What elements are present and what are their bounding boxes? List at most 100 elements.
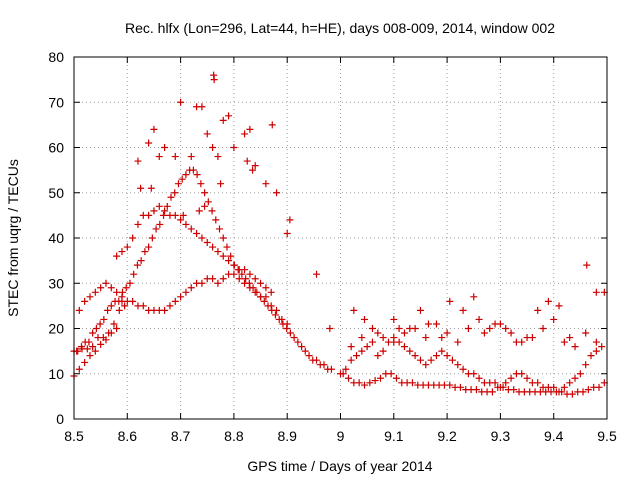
data-point: [89, 329, 97, 337]
data-point: [459, 306, 467, 314]
data-point: [74, 347, 82, 355]
data-point: [107, 302, 115, 310]
data-point: [122, 284, 130, 292]
data-point: [166, 302, 174, 310]
data-point: [347, 343, 355, 351]
data-point: [339, 370, 347, 378]
data-point: [177, 98, 185, 106]
data-point: [376, 374, 384, 382]
data-point: [283, 320, 291, 328]
data-point: [139, 302, 147, 310]
data-point: [89, 343, 97, 351]
data-point: [113, 252, 121, 260]
data-point: [491, 379, 499, 387]
x-tick-label: 8.9: [277, 428, 297, 444]
data-point: [454, 361, 462, 369]
data-point: [251, 275, 259, 283]
data-point: [241, 279, 249, 287]
data-point: [298, 343, 306, 351]
data-point: [155, 202, 163, 210]
data-point: [203, 130, 211, 138]
data-point: [198, 279, 206, 287]
data-point: [470, 293, 478, 301]
data-point: [225, 112, 233, 120]
data-point: [374, 329, 382, 337]
data-point: [179, 211, 187, 219]
data-point: [214, 279, 222, 287]
data-point: [171, 211, 179, 219]
data-point: [475, 315, 483, 323]
data-point: [251, 162, 259, 170]
data-point: [230, 270, 238, 278]
data-point: [432, 320, 440, 328]
data-point: [358, 347, 366, 355]
x-tick-label: 8.8: [224, 428, 244, 444]
data-point: [161, 207, 169, 215]
data-point: [129, 297, 137, 305]
data-point: [187, 153, 195, 161]
data-point: [555, 302, 563, 310]
data-point: [438, 334, 446, 342]
data-point: [96, 320, 104, 328]
data-point: [160, 211, 168, 219]
data-point: [539, 325, 547, 332]
data-point: [182, 288, 190, 296]
data-point: [262, 180, 270, 188]
data-point: [355, 379, 363, 387]
data-point: [507, 374, 515, 382]
data-point: [189, 166, 197, 174]
data-point: [486, 325, 494, 332]
data-point: [219, 116, 227, 124]
data-point: [416, 306, 424, 314]
data-point: [257, 279, 265, 287]
data-point: [374, 352, 382, 360]
data-point: [327, 365, 335, 373]
x-tick-label: 9.3: [491, 428, 511, 444]
data-point: [209, 275, 217, 283]
data-point: [387, 370, 395, 378]
data-point: [251, 288, 259, 296]
data-point: [592, 347, 600, 355]
data-point: [313, 356, 321, 364]
data-point: [129, 234, 137, 242]
data-point: [178, 175, 186, 183]
data-point: [150, 125, 158, 133]
data-point: [134, 157, 142, 165]
y-axis-label: STEC from uqrg / TECUs: [5, 159, 21, 317]
data-point: [134, 220, 142, 228]
data-point: [598, 343, 606, 351]
data-point: [544, 297, 552, 305]
data-point: [400, 329, 408, 337]
data-point: [278, 315, 286, 323]
x-tick-label: 8.7: [171, 428, 191, 444]
data-point: [432, 352, 440, 360]
data-points: [70, 71, 608, 398]
data-point: [209, 243, 217, 251]
data-point: [499, 383, 507, 391]
data-point: [390, 338, 398, 346]
data-point: [560, 383, 568, 391]
data-point: [121, 302, 129, 310]
data-point: [193, 229, 201, 237]
data-point: [268, 121, 276, 129]
data-point: [92, 325, 100, 332]
data-point: [208, 207, 216, 215]
y-tick-label: 80: [48, 49, 64, 65]
data-point: [368, 338, 376, 346]
data-point: [390, 315, 398, 323]
data-point: [86, 293, 94, 301]
x-tick-label: 9.5: [597, 428, 617, 444]
data-point: [100, 315, 108, 323]
data-point: [219, 252, 227, 260]
data-point: [241, 130, 249, 138]
data-point: [141, 248, 149, 256]
data-point: [566, 334, 574, 342]
data-point: [510, 386, 518, 394]
data-point: [379, 334, 387, 342]
y-tick-label: 70: [48, 94, 64, 110]
grid-lines: [74, 57, 607, 419]
data-point: [230, 261, 238, 269]
data-point: [195, 207, 203, 215]
data-point: [438, 347, 446, 355]
